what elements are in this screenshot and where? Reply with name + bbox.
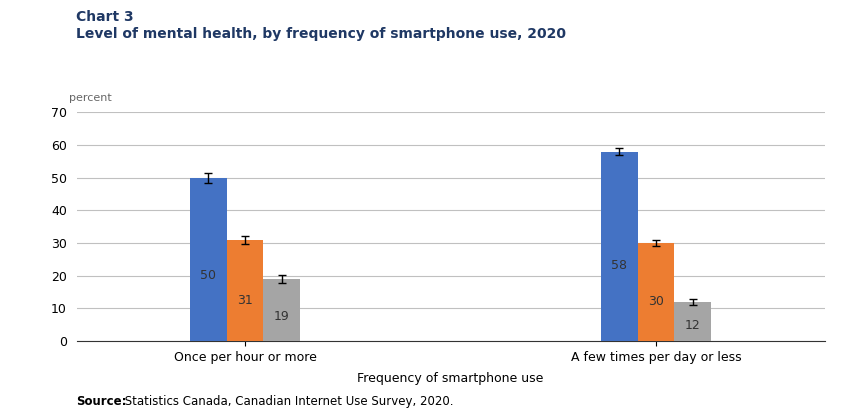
Text: 58: 58 — [611, 259, 627, 272]
Bar — [675, 302, 711, 341]
Text: Level of mental health, by frequency of smartphone use, 2020: Level of mental health, by frequency of … — [76, 27, 566, 41]
Text: 19: 19 — [274, 310, 290, 323]
Text: 31: 31 — [237, 294, 253, 307]
X-axis label: Frequency of smartphone use: Frequency of smartphone use — [357, 372, 544, 385]
Bar — [638, 243, 675, 341]
Text: percent: percent — [69, 93, 111, 103]
Text: 12: 12 — [685, 319, 701, 332]
Text: 50: 50 — [200, 269, 216, 282]
Bar — [600, 151, 638, 341]
Text: 30: 30 — [648, 295, 664, 308]
Bar — [226, 240, 264, 341]
Text: Chart 3: Chart 3 — [76, 10, 134, 25]
Bar — [264, 279, 301, 341]
Text: Statistics Canada, Canadian Internet Use Survey, 2020.: Statistics Canada, Canadian Internet Use… — [121, 395, 453, 408]
Text: Source:: Source: — [76, 395, 127, 408]
Bar — [190, 178, 226, 341]
